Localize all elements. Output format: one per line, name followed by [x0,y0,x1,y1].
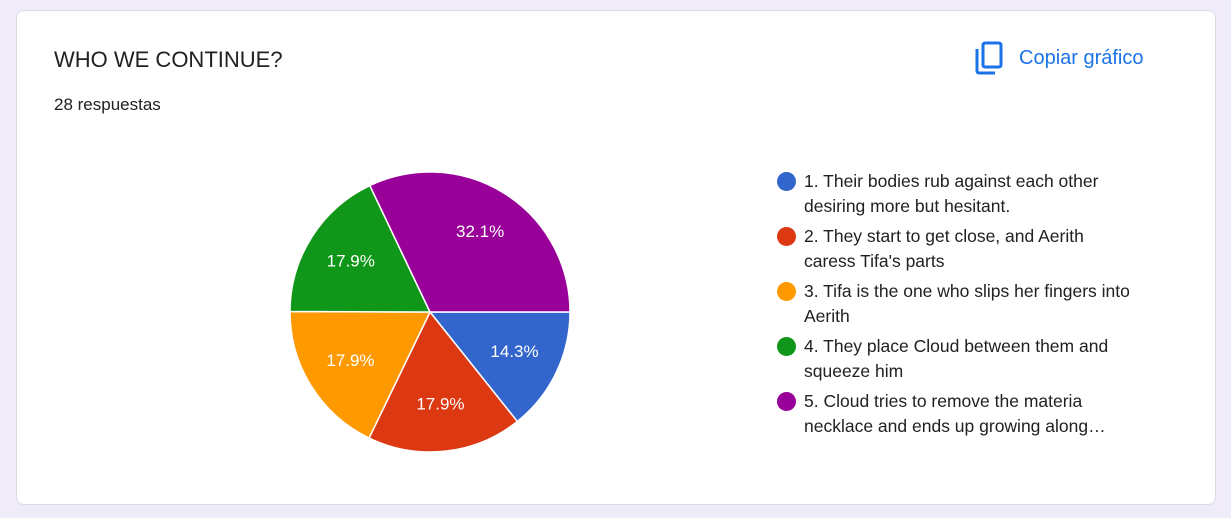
legend-item: 5. Cloud tries to remove the materia nec… [777,389,1147,439]
title: WHO WE CONTINUE? [54,47,283,72]
legend-swatch [777,227,796,246]
subtitle: 28 respuestas [54,95,161,114]
card: WHO WE CONTINUE? 28 respuestas Copiar gr… [16,10,1216,505]
slice-label: 32.1% [456,222,504,241]
legend-label: 5. Cloud tries to remove the materia nec… [804,391,1106,436]
copy-button[interactable]: Copiar gráfico [975,41,1144,75]
legend-label: 2. They start to get close, and Aerith c… [804,226,1084,271]
slice-label: 14.3% [490,342,538,361]
legend-swatch [777,282,796,301]
legend-item: 2. They start to get close, and Aerith c… [777,224,1147,274]
slice-label: 17.9% [327,251,375,270]
legend-swatch [777,392,796,411]
legend-label: 4. They place Cloud between them and squ… [804,336,1109,381]
pie-slice [289,184,432,313]
pie-slice [368,171,571,313]
slice-label: 17.9% [326,351,374,370]
legend-item: 3. Tifa is the one who slips her fingers… [777,279,1147,329]
legend: 1. Their bodies rub against each other d… [777,169,1147,439]
copy-icon [975,41,1003,75]
copy-label[interactable]: Copiar gráfico [1019,46,1144,69]
legend-label: 3. Tifa is the one who slips her fingers… [804,281,1130,326]
slice-label: 17.9% [416,395,464,414]
legend-item: 4. They place Cloud between them and squ… [777,334,1147,384]
legend-swatch [777,337,796,356]
pie-slice [428,311,571,423]
legend-label: 1. Their bodies rub against each other d… [804,171,1099,216]
pie-slice [289,310,432,440]
pie-slice [368,310,519,453]
pie-chart: 14.3% 17.9% 17.9% 17.9% 32.1% [289,171,571,453]
legend-item: 1. Their bodies rub against each other d… [777,169,1147,219]
legend-swatch [777,172,796,191]
